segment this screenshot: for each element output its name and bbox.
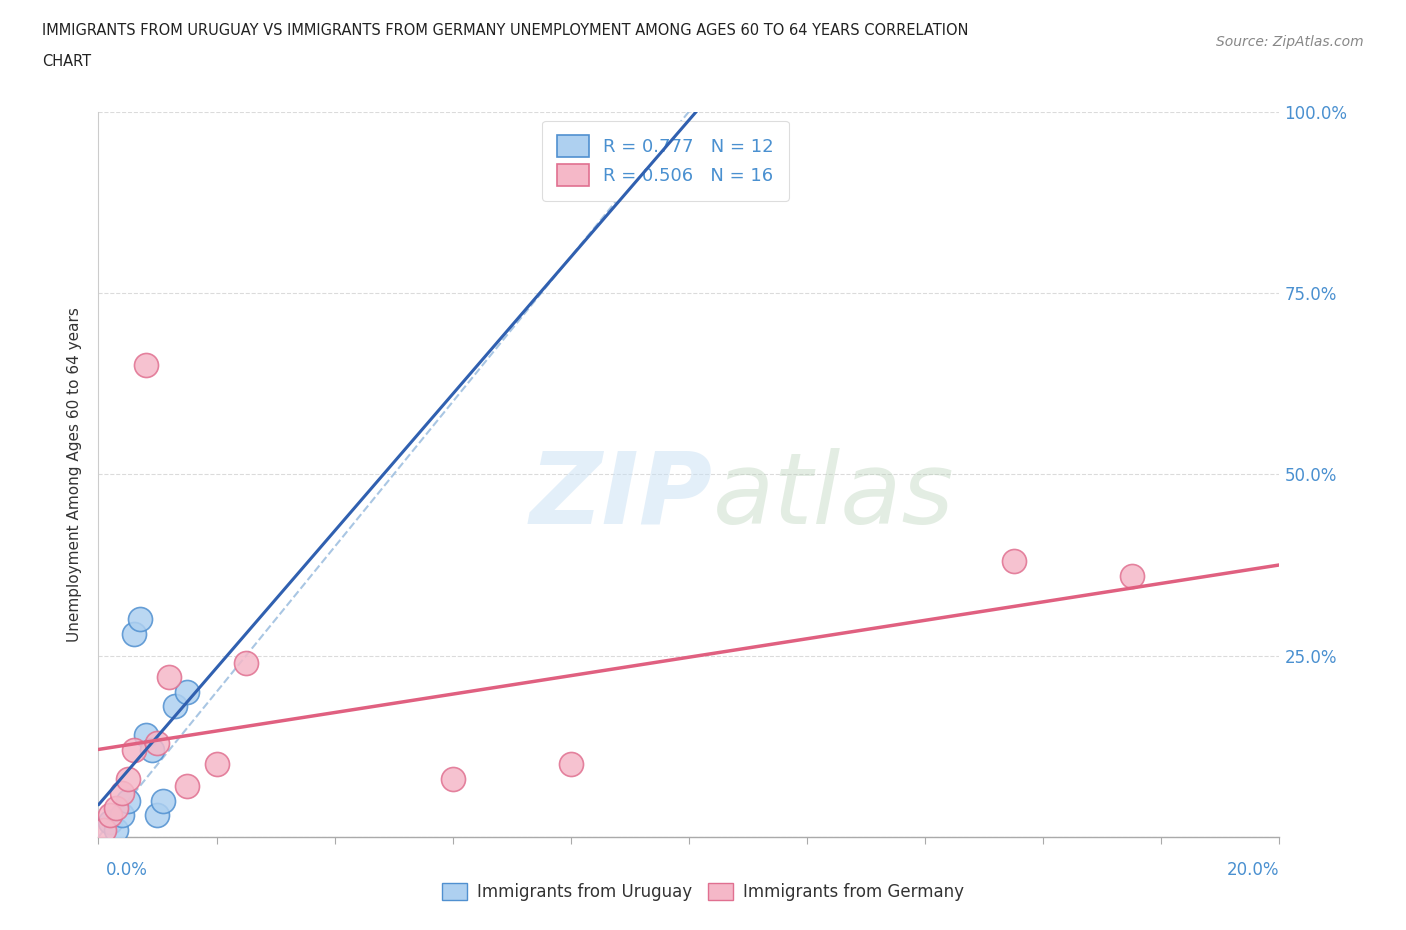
Point: [105, 801, 128, 816]
Point: [152, 793, 174, 808]
Point: [560, 757, 582, 772]
Point: [1002, 554, 1025, 569]
Legend: Immigrants from Uruguay, Immigrants from Germany: Immigrants from Uruguay, Immigrants from…: [434, 876, 972, 908]
Legend: R = 0.777   N = 12, R = 0.506   N = 16: R = 0.777 N = 12, R = 0.506 N = 16: [543, 121, 789, 201]
Point: [122, 742, 145, 757]
Point: [135, 358, 157, 373]
Point: [111, 786, 134, 801]
Text: ZIP: ZIP: [530, 447, 713, 545]
Point: [1121, 568, 1143, 583]
Point: [122, 627, 145, 642]
Text: 0.0%: 0.0%: [105, 860, 148, 879]
Text: atlas: atlas: [713, 447, 955, 545]
Point: [128, 612, 150, 627]
Point: [176, 778, 198, 793]
Point: [146, 736, 169, 751]
Point: [98, 808, 121, 823]
Point: [135, 728, 157, 743]
Point: [141, 742, 163, 757]
Point: [117, 772, 139, 787]
Text: CHART: CHART: [42, 54, 91, 69]
Point: [165, 699, 187, 714]
Text: Source: ZipAtlas.com: Source: ZipAtlas.com: [1216, 35, 1364, 49]
Point: [176, 684, 198, 699]
Point: [157, 670, 180, 684]
Point: [105, 822, 128, 837]
Text: 20.0%: 20.0%: [1227, 860, 1279, 879]
Point: [111, 808, 134, 823]
Point: [146, 808, 169, 823]
Point: [235, 656, 257, 671]
Point: [93, 822, 115, 837]
Point: [441, 772, 464, 787]
Y-axis label: Unemployment Among Ages 60 to 64 years: Unemployment Among Ages 60 to 64 years: [67, 307, 83, 642]
Point: [205, 757, 228, 772]
Point: [98, 815, 121, 830]
Point: [117, 793, 139, 808]
Text: IMMIGRANTS FROM URUGUAY VS IMMIGRANTS FROM GERMANY UNEMPLOYMENT AMONG AGES 60 TO: IMMIGRANTS FROM URUGUAY VS IMMIGRANTS FR…: [42, 23, 969, 38]
